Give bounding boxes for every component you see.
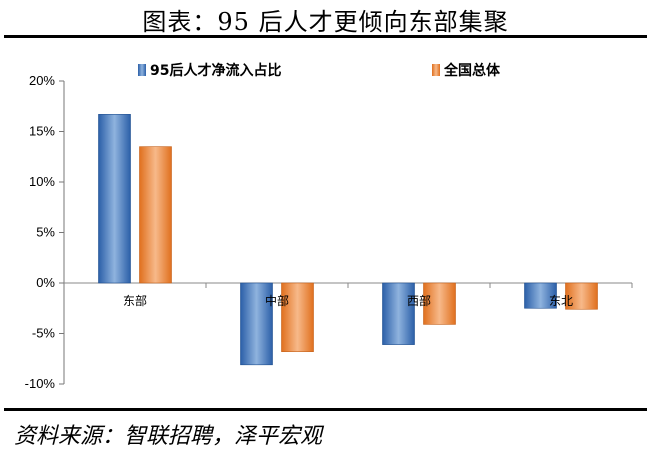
- page-title: 图表：95 后人才更倾向东部集聚: [142, 8, 509, 36]
- y-tick-label: 20%: [29, 73, 55, 88]
- bar-national-1: [281, 282, 314, 352]
- legend-label-national: 全国总体: [443, 62, 501, 79]
- bar-net-inflow-2: [382, 282, 415, 345]
- x-category-label: 东北: [549, 294, 573, 308]
- title-rule: [4, 35, 647, 38]
- bar-net-inflow-3: [524, 282, 557, 309]
- x-category-label: 东部: [123, 293, 147, 308]
- bar-national-3: [565, 282, 598, 310]
- y-tick-label: 5%: [36, 225, 55, 240]
- bar-national-2: [423, 282, 456, 325]
- legend-swatch-national: [432, 64, 440, 76]
- bar-national-0: [139, 146, 172, 284]
- bar-chart: 95后人才净流入占比 全国总体 -10% -5% 0% 5% 10% 15% 20% 东部 中…: [25, 62, 633, 391]
- bar-net-inflow-0: [98, 114, 131, 284]
- y-tick-label: 15%: [29, 124, 55, 139]
- legend-label-net-inflow: 95后人才净流入占比: [150, 62, 281, 79]
- legend-swatch-net-inflow: [138, 64, 146, 76]
- source-note: 资料来源：智联招聘，泽平宏观: [14, 424, 323, 449]
- y-tick-label: -10%: [25, 376, 56, 391]
- y-tick-label: -5%: [32, 326, 56, 341]
- legend: 95后人才净流入占比 全国总体: [138, 62, 501, 79]
- y-tick-label: 0%: [36, 275, 55, 290]
- bar-net-inflow-1: [240, 282, 273, 366]
- x-category-label: 中部: [265, 293, 289, 308]
- y-tick-label: 10%: [29, 174, 55, 189]
- source-rule: [4, 408, 647, 411]
- x-category-label: 西部: [407, 293, 431, 308]
